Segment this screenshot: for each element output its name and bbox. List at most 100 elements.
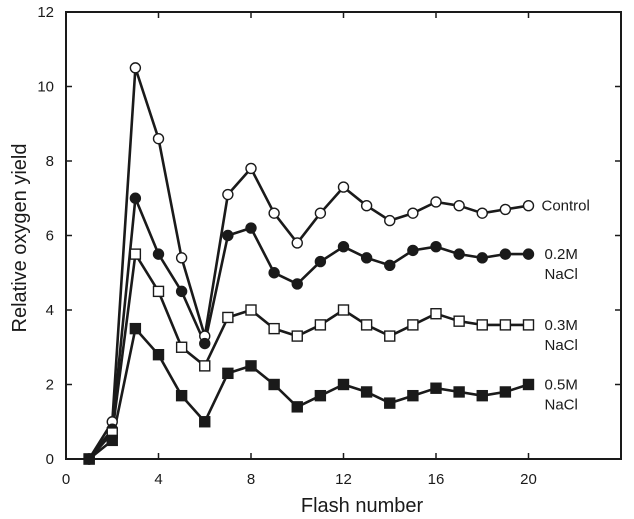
data-point-control bbox=[245, 162, 257, 175]
data-point-0-2m-nacl bbox=[430, 240, 442, 253]
data-point-0-5m-nacl bbox=[106, 434, 118, 447]
data-point-0-3m-nacl bbox=[384, 330, 396, 342]
data-point-0-5m-nacl bbox=[430, 382, 442, 394]
data-point-0-5m-nacl bbox=[522, 378, 535, 391]
data-point-0-5m-nacl bbox=[499, 386, 512, 398]
data-point-0-3m-nacl bbox=[522, 319, 535, 331]
x-tick-label: 16 bbox=[428, 471, 445, 488]
data-point-0-3m-nacl bbox=[129, 248, 142, 260]
data-point-0-2m-nacl bbox=[407, 244, 419, 257]
x-tick-label: 20 bbox=[520, 471, 537, 488]
data-point-0-5m-nacl bbox=[291, 401, 303, 413]
series-label-0-2m-nacl: NaCl bbox=[545, 266, 578, 283]
data-point-0-5m-nacl bbox=[314, 389, 327, 402]
y-tick-label: 6 bbox=[46, 228, 54, 245]
plot-frame bbox=[65, 11, 622, 460]
data-point-0-2m-nacl bbox=[337, 240, 350, 253]
series-label-0-5m-nacl: 0.5M bbox=[545, 377, 578, 394]
data-point-0-5m-nacl bbox=[175, 389, 188, 402]
data-point-0-2m-nacl bbox=[360, 252, 373, 264]
y-axis-ticks: 0 2 4 6 8 10 12 bbox=[37, 4, 621, 468]
data-point-control bbox=[129, 62, 142, 74]
data-point-control bbox=[522, 199, 535, 212]
data-point-0-3m-nacl bbox=[245, 304, 257, 316]
data-point-0-2m-nacl bbox=[222, 229, 234, 242]
data-point-control bbox=[430, 196, 442, 208]
y-tick-label: 12 bbox=[37, 4, 54, 21]
data-point-control bbox=[453, 199, 465, 212]
data-point-0-3m-nacl bbox=[337, 304, 350, 316]
data-point-control bbox=[291, 237, 303, 249]
x-axis-title: Flash number bbox=[301, 495, 424, 517]
data-point-0-3m-nacl bbox=[360, 319, 373, 331]
data-point-0-5m-nacl bbox=[337, 378, 350, 391]
series-label-0-2m-nacl: 0.2M bbox=[545, 246, 578, 263]
data-point-0-3m-nacl bbox=[175, 341, 188, 353]
data-point-0-3m-nacl bbox=[152, 285, 165, 298]
series-line-0-2m-nacl bbox=[88, 197, 529, 460]
series-lines bbox=[87, 66, 529, 461]
data-point-0-5m-nacl bbox=[360, 386, 373, 398]
series-label-0-3m-nacl: 0.3M bbox=[545, 317, 578, 334]
data-point-control bbox=[407, 207, 419, 219]
data-point-control bbox=[175, 252, 188, 264]
y-tick-label: 8 bbox=[46, 153, 54, 170]
y-tick-label: 2 bbox=[46, 377, 54, 394]
data-point-control bbox=[384, 214, 396, 227]
data-point-0-2m-nacl bbox=[245, 222, 257, 234]
x-tick-label: 0 bbox=[62, 471, 70, 488]
data-point-0-5m-nacl bbox=[476, 389, 488, 402]
data-point-0-2m-nacl bbox=[499, 248, 512, 260]
data-point-0-3m-nacl bbox=[476, 319, 488, 331]
series-label-0-5m-nacl: NaCl bbox=[545, 397, 578, 414]
data-point-control bbox=[360, 199, 373, 212]
series-labels: Control 0.2M NaCl 0.3M NaCl 0.5M NaCl bbox=[542, 198, 590, 414]
data-point-0-2m-nacl bbox=[199, 337, 211, 350]
data-point-0-2m-nacl bbox=[268, 267, 280, 279]
data-point-0-2m-nacl bbox=[314, 255, 327, 268]
x-tick-label: 12 bbox=[335, 471, 352, 488]
data-point-0-2m-nacl bbox=[522, 248, 535, 260]
data-point-0-3m-nacl bbox=[291, 330, 303, 342]
data-point-0-3m-nacl bbox=[453, 315, 465, 327]
data-point-0-2m-nacl bbox=[152, 248, 165, 260]
data-point-0-3m-nacl bbox=[430, 308, 442, 320]
data-point-0-3m-nacl bbox=[314, 319, 327, 331]
data-point-0-3m-nacl bbox=[407, 319, 419, 331]
data-point-control bbox=[337, 181, 350, 193]
data-point-0-2m-nacl bbox=[291, 278, 303, 290]
data-point-control bbox=[268, 207, 280, 219]
y-axis-title: Relative oxygen yield bbox=[9, 144, 31, 333]
data-point-0-3m-nacl bbox=[499, 319, 512, 331]
data-point-0-5m-nacl bbox=[384, 397, 396, 409]
data-point-control bbox=[152, 132, 165, 145]
data-point-control bbox=[476, 207, 488, 219]
data-point-control bbox=[222, 188, 234, 201]
data-point-0-5m-nacl bbox=[268, 378, 280, 391]
data-point-0-5m-nacl bbox=[453, 386, 465, 398]
data-point-0-2m-nacl bbox=[384, 259, 396, 271]
y-tick-label: 0 bbox=[46, 451, 54, 468]
x-tick-label: 4 bbox=[154, 471, 162, 488]
series-label-control: Control bbox=[542, 198, 590, 215]
data-point-0-3m-nacl bbox=[199, 360, 211, 372]
data-point-0-5m-nacl bbox=[245, 360, 257, 372]
data-point-0-5m-nacl bbox=[407, 389, 419, 402]
data-point-0-5m-nacl bbox=[152, 349, 165, 361]
data-point-0-5m-nacl bbox=[83, 453, 95, 465]
x-tick-label: 8 bbox=[247, 471, 255, 488]
data-point-0-2m-nacl bbox=[453, 248, 465, 260]
data-point-0-3m-nacl bbox=[268, 322, 280, 335]
data-point-0-5m-nacl bbox=[129, 322, 142, 335]
y-tick-label: 10 bbox=[37, 79, 54, 96]
data-point-0-2m-nacl bbox=[175, 285, 188, 298]
data-point-control bbox=[499, 203, 512, 216]
data-point-0-5m-nacl bbox=[199, 416, 211, 428]
series-markers bbox=[83, 62, 535, 465]
data-point-0-2m-nacl bbox=[129, 192, 142, 204]
data-point-0-2m-nacl bbox=[476, 252, 488, 264]
y-tick-label: 4 bbox=[46, 302, 54, 319]
series-label-0-3m-nacl: NaCl bbox=[545, 337, 578, 354]
data-point-0-3m-nacl bbox=[222, 311, 234, 324]
